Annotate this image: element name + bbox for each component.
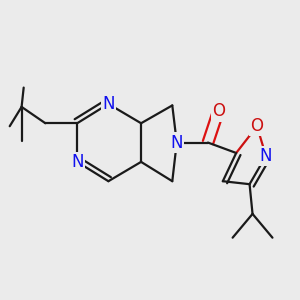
Text: O: O [250,117,263,135]
Text: N: N [260,147,272,165]
Text: N: N [71,153,83,171]
Text: N: N [102,95,115,113]
Text: N: N [170,134,183,152]
Text: O: O [212,102,225,120]
